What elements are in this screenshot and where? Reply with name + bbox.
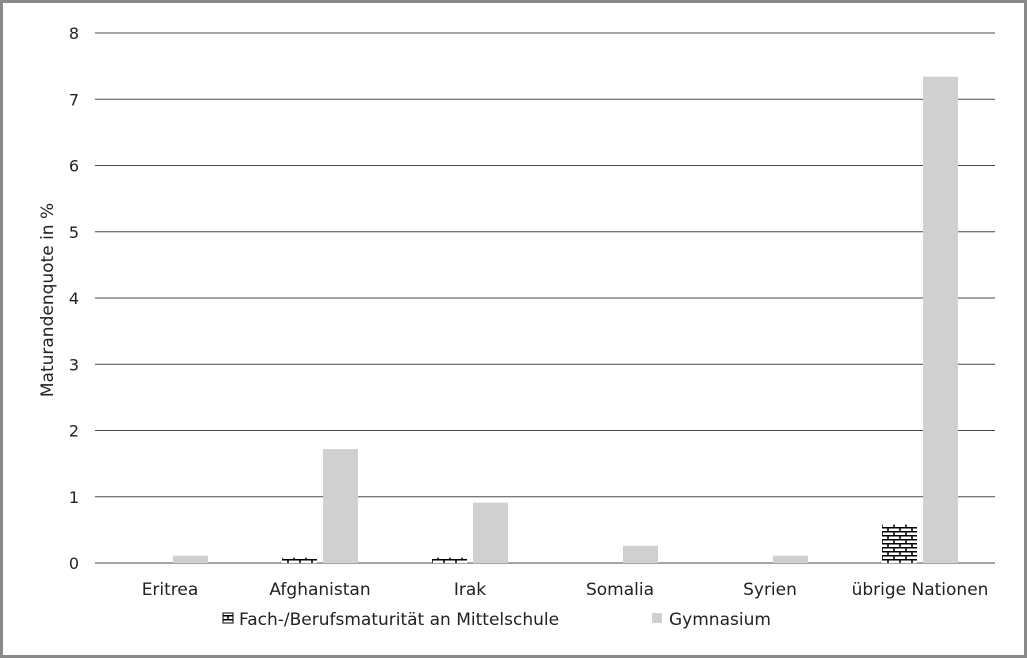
legend-label-gymnasium: Gymnasium xyxy=(669,610,771,630)
x-category-label: übrige Nationen xyxy=(852,580,989,600)
bar-chart: 0 1 2 3 4 5 6 7 8 Eritrea Afghanistan Irak Somalia S… xyxy=(38,24,995,630)
y-tick-label: 0 xyxy=(69,554,79,573)
gridlines xyxy=(95,32,995,564)
bar-gymnasium xyxy=(473,502,508,563)
legend-swatch-fach-berufsmaturitaet xyxy=(222,612,234,624)
bar-fach-berufsmaturitaet xyxy=(882,524,917,563)
bar-fach-berufsmaturitaet xyxy=(432,557,467,563)
bars xyxy=(173,76,958,563)
y-tick-label: 1 xyxy=(69,488,79,507)
x-category-label: Irak xyxy=(454,580,486,600)
bar-gymnasium xyxy=(623,545,658,563)
x-category-label: Syrien xyxy=(743,580,797,600)
legend-label-fach-berufsmaturitaet: Fach-/Berufsmaturität an Mittelschule xyxy=(239,610,559,630)
x-category-label: Somalia xyxy=(586,580,654,600)
bar-gymnasium xyxy=(323,449,358,563)
legend: Fach-/Berufsmaturität an Mittelschule Gym… xyxy=(222,610,771,630)
y-tick-label: 4 xyxy=(69,289,79,308)
y-tick-label: 7 xyxy=(69,90,79,109)
y-tick-label: 8 xyxy=(69,24,79,43)
bar-gymnasium xyxy=(173,555,208,563)
legend-swatch-gymnasium xyxy=(652,613,662,623)
y-axis-ticks: 0 1 2 3 4 5 6 7 8 xyxy=(69,24,79,573)
x-category-label: Afghanistan xyxy=(269,580,370,600)
bar-fach-berufsmaturitaet xyxy=(282,557,317,563)
y-tick-label: 3 xyxy=(69,355,79,374)
y-axis-label: Maturandenquote in % xyxy=(38,203,58,397)
bar-gymnasium xyxy=(773,555,808,563)
y-tick-label: 2 xyxy=(69,422,79,441)
bar-gymnasium xyxy=(923,76,958,563)
x-axis-categories: Eritrea Afghanistan Irak Somalia Syrien übrig… xyxy=(142,580,989,600)
y-tick-label: 6 xyxy=(69,157,79,176)
y-tick-label: 5 xyxy=(69,223,79,242)
x-category-label: Eritrea xyxy=(142,580,199,600)
